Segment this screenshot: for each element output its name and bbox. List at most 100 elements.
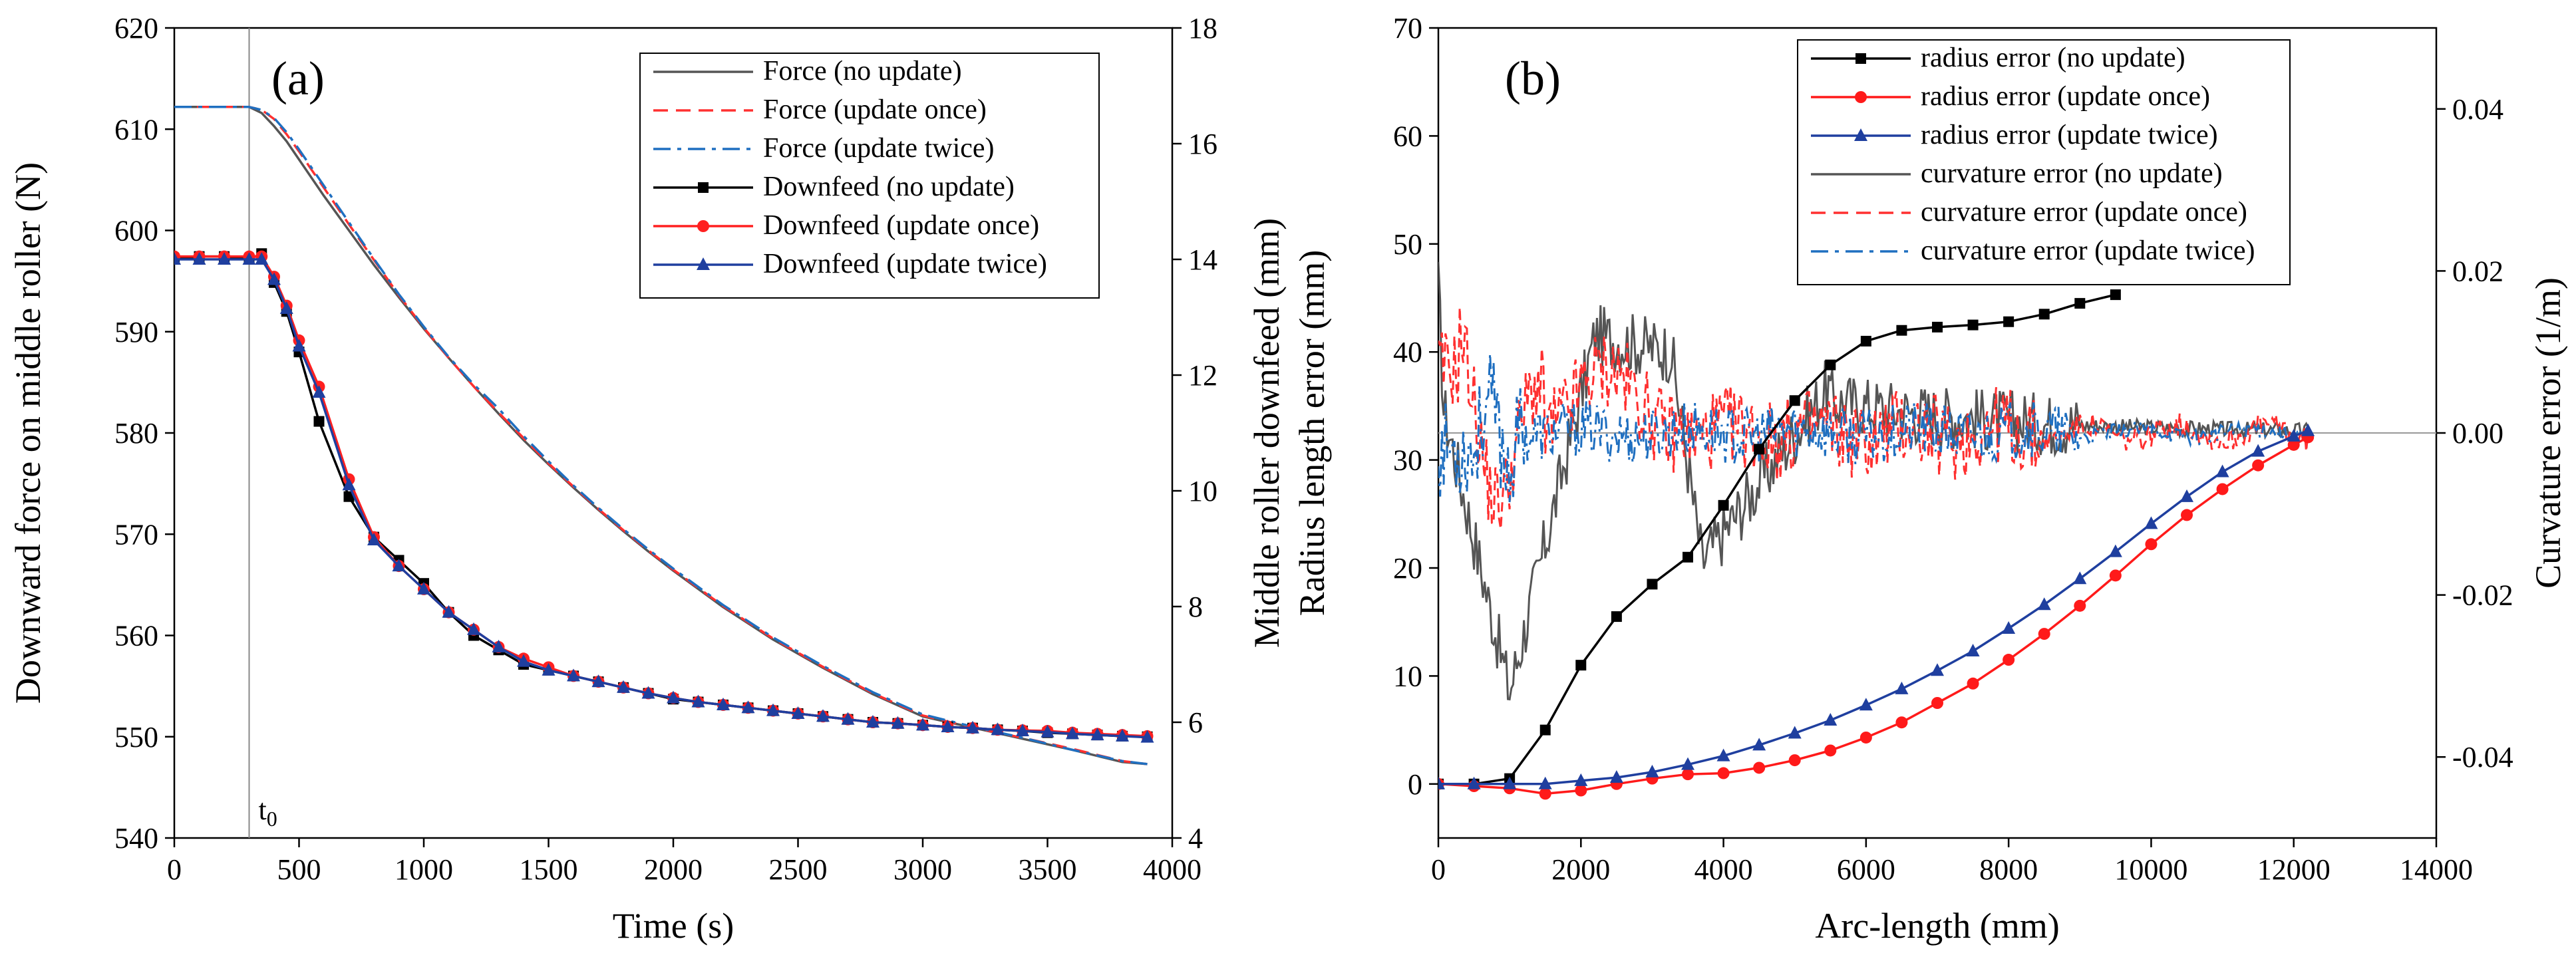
data-point	[1860, 335, 1871, 346]
legend: radius error (no update) radius error (up…	[1797, 39, 2291, 285]
legend-entry: radius error (update once)	[1921, 81, 2210, 112]
data-point	[467, 622, 480, 635]
data-point	[2144, 516, 2158, 529]
panel-label: (a)	[271, 52, 325, 105]
data-point	[1754, 444, 1765, 455]
data-point	[1539, 787, 1551, 800]
legend-entry: Downfeed (no update)	[763, 172, 1015, 202]
data-point	[1467, 776, 1481, 789]
legend-entry: Force (update once)	[763, 94, 987, 125]
data-point	[791, 706, 805, 719]
data-point	[2037, 597, 2051, 611]
y-right-tick-label: 4	[1188, 822, 1203, 855]
data-point	[1574, 773, 1588, 786]
x-tick-label: 2000	[644, 853, 703, 886]
y-right-tick-label: 18	[1188, 12, 1217, 45]
data-point	[841, 712, 855, 725]
x-tick-label: 8000	[1979, 853, 2038, 886]
y-right-tick-label: 6	[1188, 706, 1203, 739]
data-point	[1538, 776, 1552, 789]
series-line	[174, 252, 1148, 738]
y-right-tick-label: 0.04	[2452, 93, 2503, 126]
data-point	[417, 581, 430, 595]
data-point	[1645, 764, 1659, 777]
y-right-tick-label: 10	[1188, 475, 1217, 507]
x-tick-label: 6000	[1837, 853, 1895, 886]
data-point	[667, 690, 680, 704]
data-point	[255, 252, 269, 265]
chart-panel-a: 0 500 1000 1500 2000 2500 3000 3500 400054055056…	[8, 12, 1287, 946]
y-left-tick-label: 0	[1408, 768, 1422, 801]
panel-label: (b)	[1505, 52, 1561, 105]
data-point	[1066, 726, 1079, 740]
data-point	[1681, 757, 1694, 770]
chart-panel-b: 0 2000 4000 6000 8000 10000 12000 14000 0 10 20 30 4…	[1292, 12, 2568, 946]
data-point	[1825, 359, 1836, 370]
data-point	[392, 559, 406, 572]
data-point	[313, 416, 325, 427]
x-tick-label: 1000	[395, 853, 453, 886]
y-left-tick-label: 20	[1393, 552, 1422, 585]
data-point	[2073, 571, 2087, 585]
legend-entry: curvature error (update once)	[1921, 197, 2247, 227]
legend: Force (no update) Force (update once) Forc…	[639, 53, 1100, 299]
legend-entry: Force (no update)	[763, 56, 962, 86]
legend-entry: curvature error (update twice)	[1921, 235, 2255, 266]
data-point	[891, 716, 905, 729]
data-point	[866, 715, 880, 728]
y-right-axis-label: Middle roller downfeed (mm)	[1247, 218, 1287, 648]
y-left-tick-label: 620	[114, 12, 158, 45]
data-point	[2003, 654, 2015, 666]
data-point	[1611, 611, 1622, 623]
data-point	[1503, 776, 1517, 789]
plot-area	[174, 28, 1154, 838]
data-point	[1682, 768, 1694, 781]
data-point	[1895, 716, 1908, 729]
series-line	[1438, 293, 2116, 785]
data-point	[1140, 730, 1154, 743]
series-line	[1438, 430, 2309, 785]
y-right-axis-label: Curvature error (1/m)	[2528, 277, 2568, 589]
data-point	[641, 686, 655, 699]
data-point	[292, 339, 306, 352]
data-point	[1788, 754, 1801, 767]
y-left-tick-label: 10	[1393, 660, 1422, 692]
legend-marker	[1855, 91, 1867, 103]
data-point	[192, 252, 206, 265]
y-right-tick-label: 12	[1188, 359, 1217, 392]
data-point	[2038, 309, 2050, 320]
data-point	[816, 709, 830, 722]
data-point	[717, 697, 730, 710]
t0-subscript: 0	[267, 807, 277, 831]
y-left-tick-label: 580	[114, 417, 158, 450]
y-left-axis-label: Downward force on middle roller (N)	[8, 162, 48, 704]
data-point	[542, 662, 556, 676]
y-left-tick-label: 550	[114, 721, 158, 754]
data-point	[1575, 660, 1587, 671]
data-point	[1718, 499, 1729, 511]
x-tick-label: 4000	[1694, 853, 1753, 886]
plot-area	[1438, 261, 2436, 800]
data-point	[367, 532, 381, 545]
y-left-tick-label: 70	[1393, 12, 1422, 45]
data-point	[691, 694, 705, 708]
data-point	[1753, 761, 1766, 774]
data-point	[2109, 569, 2122, 582]
data-point	[1683, 551, 1693, 563]
data-point	[916, 718, 929, 731]
data-point	[2215, 464, 2229, 478]
x-tick-label: 14000	[2400, 853, 2473, 886]
legend-marker	[697, 257, 710, 270]
curvature-no-update-line	[1438, 261, 2309, 701]
data-point	[1967, 319, 1979, 331]
x-tick-label: 4000	[1143, 853, 1202, 886]
data-point	[991, 722, 1005, 736]
data-point	[2002, 621, 2016, 634]
data-point	[2216, 483, 2229, 495]
x-tick-label: 2500	[769, 853, 828, 886]
legend-entry: curvature error (no update)	[1921, 158, 2223, 189]
curvature-update-twice-line	[1438, 353, 2309, 503]
legend-entry: Downfeed (update twice)	[763, 249, 1047, 279]
data-point	[2003, 316, 2014, 327]
data-point	[2301, 423, 2315, 436]
